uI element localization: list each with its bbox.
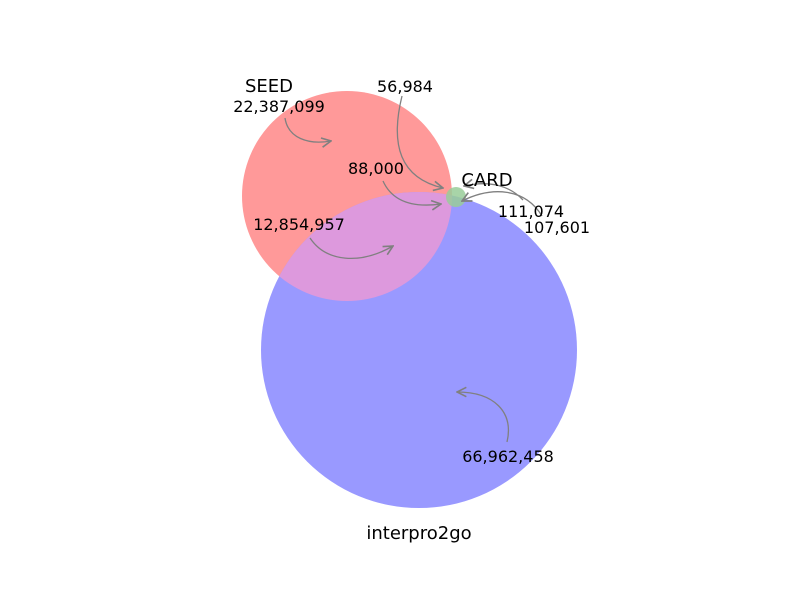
card-set-label: CARD [461,170,512,191]
arrow-seed-interpro-card [382,180,441,205]
arrow-seed-card [396,95,443,188]
seed-interpro-count: 12,854,957 [253,215,345,234]
card-circle [446,187,466,207]
arrow-seed-interpro [309,237,393,260]
seed-interpro-overlap [261,192,452,301]
interpro2go-set-label: interpro2go [366,523,471,544]
seed-card-count: 56,984 [377,77,433,96]
seed-set-label: SEED [245,76,293,97]
interpro-only-count: 66,962,458 [462,447,554,466]
card-only-count: 111,074 [498,202,564,221]
seed-only-count: 22,387,099 [233,97,325,116]
arrow-seed-only [284,117,331,142]
interpro-card-count: 107,601 [524,218,590,237]
arrow-interpro-card [462,191,543,217]
arrow-interpro-only [457,392,509,443]
seed-interpro-card-count: 88,000 [348,159,404,178]
